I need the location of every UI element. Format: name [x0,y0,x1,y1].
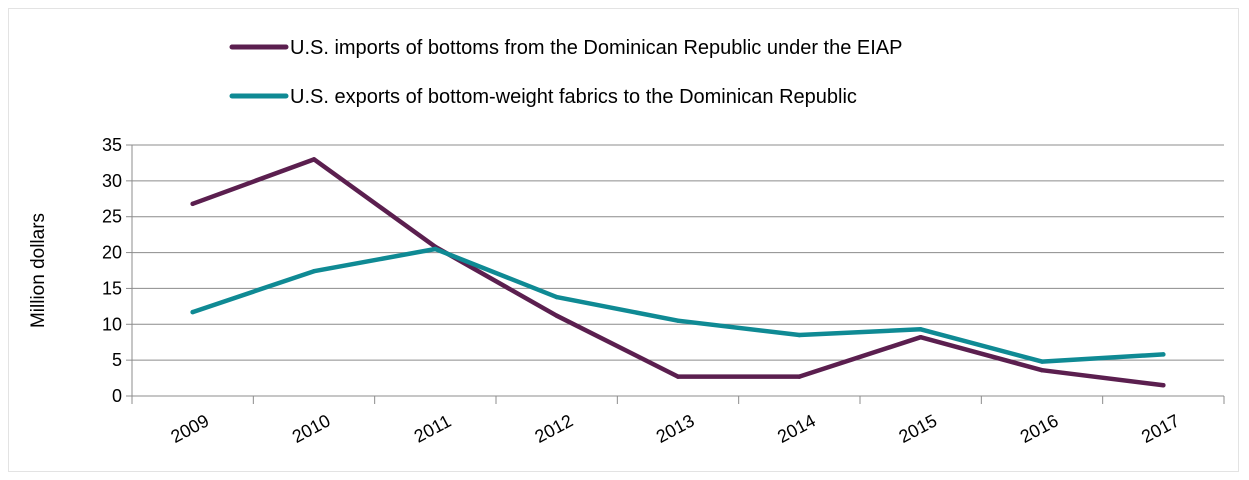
legend: U.S. imports of bottoms from the Dominic… [229,37,903,108]
x-tick-label: 2009 [167,410,212,446]
legend-label-1: U.S. imports of bottoms from the Dominic… [290,37,903,59]
y-axis-label: Million dollars [28,213,49,328]
x-tick-label: 2017 [1138,410,1183,446]
y-tick-label: 10 [102,314,122,334]
data-point [918,327,923,332]
series-line-2 [190,246,1166,364]
y-tick-label: 35 [102,135,122,155]
x-tick-label: 2012 [531,410,576,446]
y-tick-label: 20 [102,243,122,263]
data-point [311,157,317,162]
legend-label-2: U.S. exports of bottom-weight fabrics to… [290,86,857,108]
y-tick-label: 0 [112,386,122,406]
data-point [190,201,195,207]
data-point [1039,359,1045,364]
data-point [190,309,195,315]
data-point [1161,352,1166,357]
x-tick-label: 2015 [895,410,940,446]
data-point [433,246,438,252]
data-point [554,294,559,300]
series-line-1 [190,157,1166,388]
data-point [675,318,681,323]
gridlines [132,144,1224,397]
series-lines [190,157,1166,388]
x-tick-label: 2011 [411,411,455,447]
axes [126,144,1225,404]
y-tick-labels: 0 5 10 15 20 25 30 35 [102,135,122,406]
y-tick-label: 5 [112,350,122,370]
data-point [675,374,681,379]
data-point [797,332,802,338]
data-point [918,334,923,340]
data-point [554,313,559,318]
data-point [1039,367,1045,373]
y-tick-label: 30 [102,171,122,191]
y-tick-label: 25 [102,207,122,227]
x-tick-label: 2014 [774,410,819,446]
data-point [1161,383,1166,388]
y-tick-label: 15 [102,278,122,298]
x-tick-label: 2016 [1017,410,1062,446]
data-point [311,269,317,274]
x-tick-label: 2013 [653,410,698,446]
x-tick-labels: 2009 2010 2011 2012 2013 2014 2015 2016 2017 [167,410,1182,446]
x-tick-label: 2010 [289,410,334,446]
chart-frame [8,8,1239,472]
data-point [797,374,802,379]
